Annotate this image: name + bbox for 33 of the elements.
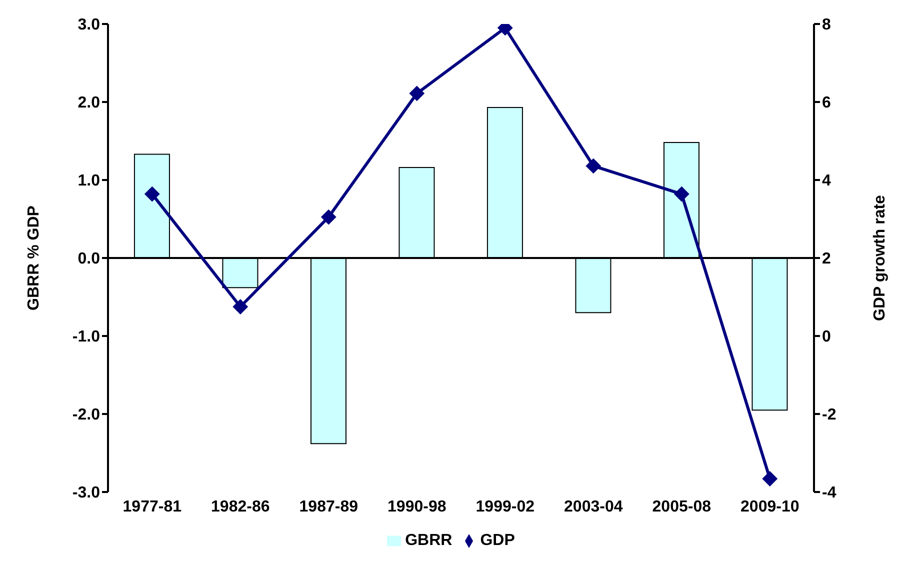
x-tick-label: 1999-02 (476, 498, 535, 516)
y2-tick-label: -4 (822, 484, 836, 502)
legend-label: GBRR (405, 532, 452, 549)
x-tick-label: 2009-10 (740, 498, 800, 516)
point (409, 86, 424, 101)
legend-label: GDP (480, 532, 515, 549)
y2-tick-label: -2 (822, 406, 836, 424)
x-tick-label: 1982-86 (211, 498, 270, 516)
y2-tick-label: 0 (822, 328, 831, 346)
y-tick-label: -1.0 (72, 328, 100, 346)
x-tick-label: 1990-98 (388, 498, 446, 516)
point (674, 186, 690, 202)
point (586, 158, 601, 174)
y2-tick-label: 8 (822, 16, 831, 34)
point (762, 471, 778, 486)
point (232, 299, 248, 314)
y2-axis-title: GDP growth rate (872, 194, 889, 321)
point (144, 186, 160, 202)
x-tick-label: 1977-81 (122, 498, 182, 516)
y2-tick-label: 6 (822, 94, 831, 112)
y-tick-label: 0.0 (78, 250, 100, 268)
point (321, 210, 336, 225)
y-tick-label: 2.0 (78, 94, 100, 112)
y-tick-label: -2.0 (72, 406, 100, 424)
y-tick-label: -3.0 (72, 484, 100, 502)
y-tick-label: 1.0 (78, 172, 100, 190)
y2-tick-label: 2 (822, 250, 831, 268)
y-tick-label: 3.0 (78, 16, 100, 34)
x-tick-label: 1987-89 (299, 498, 358, 516)
x-tick-label: 2003-04 (564, 498, 623, 516)
y-axis-title: GBRR % GDP (26, 205, 43, 310)
y2-tick-label: 4 (822, 172, 831, 190)
x-tick-label: 2005-08 (652, 498, 712, 516)
